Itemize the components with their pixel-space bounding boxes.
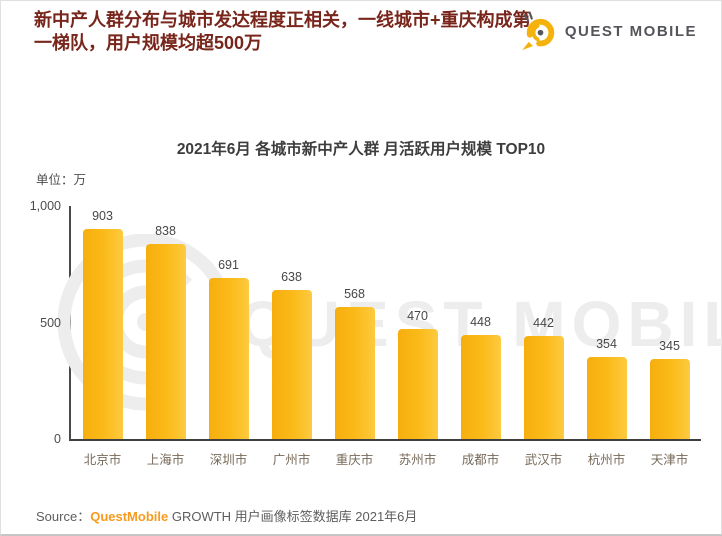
chart-title: 2021年6月 各城市新中产人群 月活跃用户规模 TOP10 — [176, 141, 546, 158]
bar — [397, 329, 438, 439]
bar-value-label: 345 — [659, 339, 680, 353]
bar-value-label: 354 — [596, 337, 617, 351]
bar — [460, 335, 501, 439]
bar — [145, 244, 186, 439]
bar-group: 903 北京市 — [71, 206, 134, 467]
x-axis-label: 广州市 — [272, 453, 311, 467]
bar-value-label: 838 — [155, 224, 176, 238]
bar-group: 568 重庆市 — [323, 206, 386, 467]
bar-group: 354 杭州市 — [575, 206, 638, 467]
bar-group: 638 广州市 — [260, 206, 323, 467]
bar-value-label: 470 — [407, 309, 428, 323]
bar-value-label: 903 — [92, 209, 113, 223]
bar — [334, 307, 375, 439]
bar — [649, 359, 690, 439]
source-note: Source：QuestMobile GROWTH 用户画像标签数据库 2021… — [36, 506, 417, 525]
bar — [586, 357, 627, 439]
bar-value-label: 638 — [281, 270, 302, 284]
page-title: 新中产人群分布与城市发达程度正相关，一线城市+重庆构成第一梯队，用户规模均超50… — [34, 10, 531, 53]
y-axis-tick: 0 — [54, 432, 61, 446]
y-axis-tick: 1,000 — [29, 199, 61, 213]
x-axis-label: 重庆市 — [335, 453, 374, 467]
bar-group: 691 深圳市 — [197, 206, 260, 467]
bar — [523, 336, 564, 439]
x-axis-label: 武汉市 — [524, 453, 563, 467]
unit-label: 单位：万 — [36, 173, 87, 187]
bar-group: 442 武汉市 — [512, 206, 575, 467]
questmobile-logo-text: QUEST MOBILE — [564, 22, 697, 40]
bar-group: 470 苏州市 — [386, 206, 449, 467]
bar-group: 838 上海市 — [134, 206, 197, 467]
bar — [82, 229, 123, 439]
source-label: Source： — [36, 509, 91, 524]
bar — [208, 278, 249, 439]
bar-group: 448 成都市 — [449, 206, 512, 467]
x-axis-label: 杭州市 — [587, 453, 626, 467]
questmobile-logo-icon — [521, 11, 555, 51]
bar-value-label: 442 — [533, 316, 554, 330]
y-axis-tick: 500 — [40, 315, 61, 330]
bar — [271, 290, 312, 439]
x-axis-label: 深圳市 — [209, 453, 248, 467]
x-axis-label: 上海市 — [146, 453, 185, 467]
x-axis-label: 北京市 — [83, 453, 122, 467]
source-rest: GROWTH 用户画像标签数据库 2021年6月 — [168, 509, 418, 524]
x-axis-label: 天津市 — [650, 453, 689, 467]
questmobile-logo: QUEST MOBILE — [518, 10, 697, 52]
bar-value-label: 691 — [218, 258, 239, 272]
source-brand: QuestMobile — [90, 509, 169, 524]
bar-value-label: 568 — [344, 287, 365, 301]
x-axis-label: 成都市 — [461, 453, 500, 467]
bars-container: 903 北京市 838 上海市 691 深圳市 638 广州市 568 重庆市 470 苏州市 448 成… — [71, 206, 701, 467]
x-axis-label: 苏州市 — [398, 453, 437, 467]
bar-group: 345 天津市 — [638, 206, 701, 467]
bar-value-label: 448 — [470, 315, 491, 329]
